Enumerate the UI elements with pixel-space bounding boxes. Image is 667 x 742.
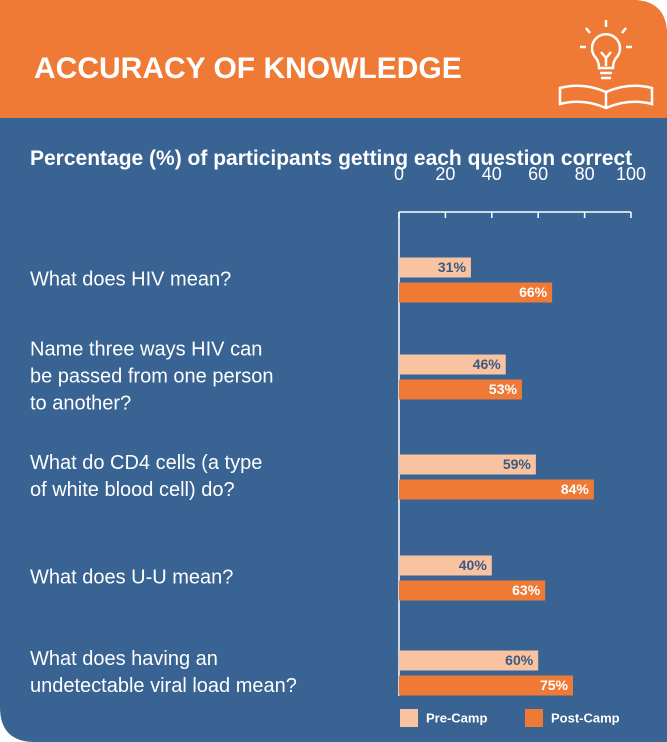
legend-label: Post-Camp: [551, 710, 620, 725]
bar: [399, 555, 492, 576]
category-label: What does HIV mean?: [30, 268, 232, 291]
x-tick-label: 0: [394, 164, 404, 184]
category-label: What does U-U mean?: [30, 566, 234, 589]
header-title: ACCURACY OF KNOWLEDGE: [34, 52, 462, 85]
category-label: Name three ways HIV can be passed from o…: [30, 338, 274, 415]
bar: [399, 379, 522, 400]
legend-swatch: [525, 709, 543, 727]
data-label: 75%: [540, 677, 569, 693]
data-label: 31%: [438, 259, 467, 275]
bar: [399, 354, 506, 375]
x-tick-label: 80: [575, 164, 595, 184]
legend-swatch: [400, 709, 418, 727]
data-label: 40%: [459, 557, 488, 573]
x-tick-label: 100: [616, 164, 646, 184]
header-band: [0, 0, 667, 118]
x-tick-label: 60: [528, 164, 548, 184]
x-tick-label: 20: [435, 164, 455, 184]
bar: [399, 650, 539, 671]
bar: [399, 257, 471, 278]
data-label: 53%: [489, 381, 518, 397]
data-label: 66%: [519, 284, 548, 300]
data-label: 63%: [512, 582, 541, 598]
data-label: 84%: [561, 481, 590, 497]
bar: [399, 282, 553, 303]
category-label: What does having an undetectable viral l…: [30, 648, 297, 697]
bar: [399, 580, 546, 601]
data-label: 46%: [473, 356, 502, 372]
data-label: 59%: [503, 456, 532, 472]
bar: [399, 675, 573, 696]
data-label: 60%: [505, 652, 534, 668]
chart-title: Percentage (%) of participants getting e…: [30, 147, 633, 170]
legend-label: Pre-Camp: [426, 710, 487, 725]
bar: [399, 454, 536, 475]
x-tick-label: 40: [482, 164, 502, 184]
bar: [399, 479, 594, 500]
icon: [558, 20, 654, 110]
category-label: What do CD4 cells (a type of white blood…: [30, 452, 263, 501]
